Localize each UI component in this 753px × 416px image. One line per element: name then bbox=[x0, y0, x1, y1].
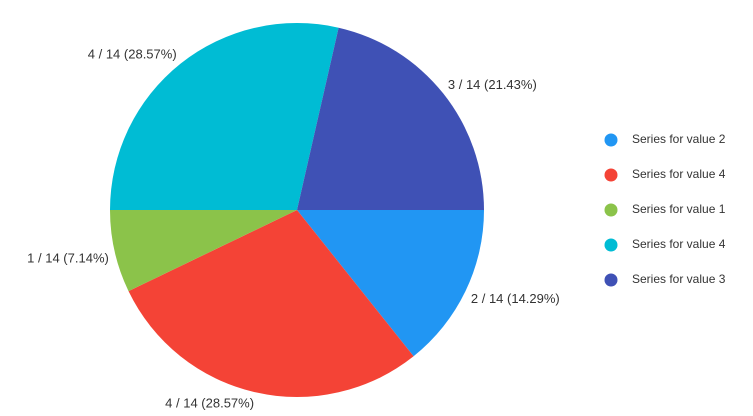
legend-swatch bbox=[604, 238, 618, 252]
pie-slice bbox=[297, 210, 484, 357]
legend-swatch bbox=[604, 273, 618, 287]
legend-swatch bbox=[604, 203, 618, 217]
legend-label: Series for value 1 bbox=[632, 202, 726, 216]
pie-slice bbox=[110, 210, 297, 292]
legend-label: Series for value 3 bbox=[632, 272, 726, 286]
slice-label: 3 / 14 (21.43%) bbox=[448, 77, 537, 92]
slice-label: 4 / 14 (28.57%) bbox=[88, 47, 177, 62]
legend-label: Series for value 2 bbox=[632, 132, 726, 146]
slice-label: 4 / 14 (28.57%) bbox=[165, 396, 254, 411]
pie-slice bbox=[128, 210, 414, 397]
pie-slice bbox=[110, 23, 339, 211]
legend-label: Series for value 4 bbox=[632, 237, 726, 251]
legend: Series for value 2 Series for value 4 Seri… bbox=[604, 132, 726, 287]
legend-swatch bbox=[604, 133, 618, 147]
legend-swatch bbox=[604, 168, 618, 182]
slice-label: 2 / 14 (14.29%) bbox=[471, 291, 560, 306]
legend-label: Series for value 4 bbox=[632, 167, 726, 181]
pie-slice bbox=[297, 27, 485, 211]
slice-label: 1 / 14 (7.14%) bbox=[27, 250, 109, 265]
